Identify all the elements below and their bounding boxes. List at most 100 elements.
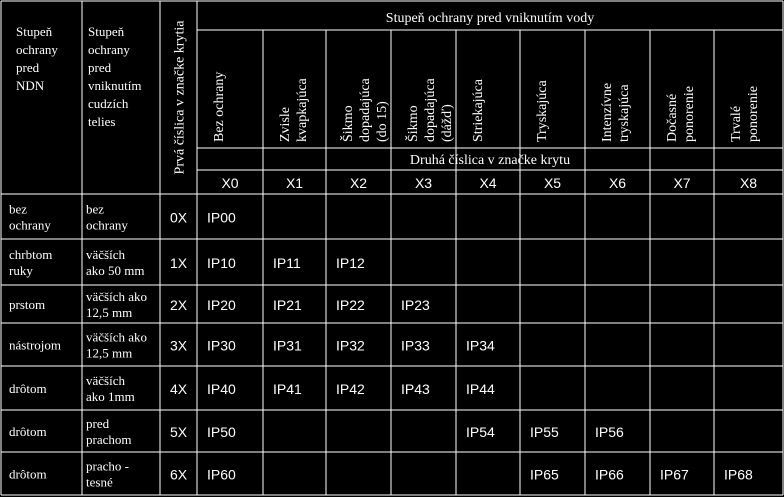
ndn-cell: nástrojom: [9, 338, 61, 353]
solid-object-cell: pracho -tesné: [86, 459, 129, 490]
ip-code-cell: IP30: [207, 338, 236, 354]
ip-code-cell-line: IP55: [530, 424, 559, 440]
water-level-label-line: Intenzívne: [600, 83, 615, 142]
ip-code-cell-line: IP30: [207, 338, 236, 354]
second-digit-code: X3: [415, 175, 432, 191]
ip-code-cell-line: IP32: [336, 338, 365, 354]
solid-object-cell-line: ako 1mm: [86, 389, 135, 404]
header-first-digit: Prvá číslica v značke krytia: [173, 20, 188, 175]
ip-code-cell-line: IP00: [207, 210, 236, 226]
ip-code-cell-line: IP68: [724, 467, 753, 483]
first-digit-code-line: 0X: [170, 210, 188, 226]
second-digit-code-line: X6: [609, 175, 626, 191]
ndn-cell: drôtom: [9, 424, 47, 439]
ip-code-cell-line: IP60: [207, 467, 236, 483]
header-second-digit-line: Druhá číslica v značke krytu: [410, 153, 570, 168]
solid-object-cell-line: pracho -: [86, 459, 129, 474]
water-level-label: Intenzívne tryskajúca: [600, 83, 632, 142]
second-digit-code-line: X1: [286, 175, 303, 191]
ip-code-cell-line: IP44: [466, 381, 495, 397]
second-digit-code-line: X8: [740, 175, 757, 191]
ip-code-cell: IP67: [660, 467, 689, 483]
ndn-cell: drôtom: [9, 467, 47, 482]
ip-code-cell: IP32: [336, 338, 365, 354]
second-digit-code-line: X4: [479, 175, 496, 191]
solid-object-cell-line: bez: [86, 202, 104, 217]
second-digit-code: X5: [544, 175, 561, 191]
ip-code-cell-line: IP20: [207, 297, 236, 313]
ip-code-cell-line: IP66: [595, 467, 624, 483]
ip-code-cell-line: IP12: [336, 255, 365, 271]
ip-code-cell: IP31: [273, 338, 302, 354]
solid-object-cell-line: väčších: [86, 247, 125, 262]
second-digit-code: X6: [609, 175, 626, 191]
ip-code-cell: IP43: [401, 381, 430, 397]
ip-code-cell: IP54: [466, 424, 495, 440]
second-digit-code: X8: [740, 175, 757, 191]
header-ndn-line: pred: [16, 60, 40, 75]
first-digit-code-line: 3X: [170, 338, 188, 354]
header-second-digit: Druhá číslica v značke krytu: [410, 153, 570, 168]
ip-code-cell: IP34: [466, 338, 495, 354]
second-digit-code-line: X0: [221, 175, 238, 191]
first-digit-code-line: 5X: [170, 424, 188, 440]
ip-code-cell-line: IP40: [207, 381, 236, 397]
solid-object-cell: väčších ako 1mm: [86, 373, 135, 404]
ip-code-cell-line: IP31: [273, 338, 302, 354]
ndn-cell-line: prstom: [9, 297, 45, 312]
ip-code-cell: IP42: [336, 381, 365, 397]
water-level-label-line: (dážď): [440, 104, 455, 142]
second-digit-code: X7: [673, 175, 690, 191]
ip-code-cell: IP50: [207, 424, 236, 440]
ndn-cell-line: chrbtom: [9, 247, 52, 262]
header-solid-objects-line: cudzích: [88, 96, 129, 111]
first-digit-code: 0X: [170, 210, 188, 226]
first-digit-code: 2X: [170, 297, 188, 313]
water-level-label-line: kvapkajúca: [295, 77, 310, 142]
ip-code-cell-line: IP42: [336, 381, 365, 397]
ip-code-cell: IP00: [207, 210, 236, 226]
ip-code-cell-line: IP10: [207, 255, 236, 271]
header-ndn-line: Stupeň: [16, 24, 53, 39]
first-digit-code: 1X: [170, 255, 188, 271]
ip-code-cell-line: IP67: [660, 467, 689, 483]
first-digit-code-line: 4X: [170, 381, 188, 397]
water-level-label-line: Tryskajúca: [535, 80, 550, 142]
ndn-cell: chrbtom ruky: [9, 247, 52, 278]
ip-code-cell: IP10: [207, 255, 236, 271]
solid-object-cell-line: väčších ako: [86, 330, 147, 345]
header-ndn: Stupeň ochrany pred NDN: [16, 24, 58, 93]
water-level-label: Šikmo dopadajúca (do 15): [339, 77, 390, 142]
solid-object-cell: väčších ako 50 mm: [86, 247, 145, 278]
solid-object-cell-line: pred: [86, 416, 110, 431]
solid-object-cell-line: 12,5 mm: [86, 346, 132, 361]
ip-code-cell-line: IP21: [273, 297, 302, 313]
water-level-label-line: dopadajúca: [423, 77, 438, 142]
ip-code-cell: IP66: [595, 467, 624, 483]
second-digit-code-line: X7: [673, 175, 690, 191]
ip-code-cell-line: IP43: [401, 381, 430, 397]
header-solid-objects-line: pred: [88, 60, 112, 75]
water-level-label-line: Bez ochrany: [212, 72, 227, 142]
water-level-label: Šikmo dopadajúca (dážď): [404, 77, 455, 142]
solid-object-cell-line: väčších: [86, 373, 125, 388]
header-solid-objects-line: ochrany: [88, 42, 130, 57]
water-level-label: Trvalé ponorenie: [729, 86, 761, 142]
second-digit-code: X2: [350, 175, 367, 191]
ip-code-cell: IP12: [336, 255, 365, 271]
water-level-label-line: Trvalé: [729, 106, 744, 142]
second-digit-code-line: X3: [415, 175, 432, 191]
ndn-cell: prstom: [9, 297, 45, 312]
water-level-label-line: tryskajúca: [617, 84, 632, 142]
first-digit-code-line: 6X: [170, 467, 188, 483]
solid-object-cell-line: prachom: [86, 432, 131, 447]
ndn-cell-line: nástrojom: [9, 338, 61, 353]
water-level-label: Dočasné ponorenie: [665, 86, 697, 142]
ip-code-cell: IP56: [595, 424, 624, 440]
water-level-label-line: Dočasné: [665, 94, 680, 142]
ip-code-cell-line: IP33: [401, 338, 430, 354]
second-digit-code-line: X2: [350, 175, 367, 191]
ip-code-cell: IP20: [207, 297, 236, 313]
